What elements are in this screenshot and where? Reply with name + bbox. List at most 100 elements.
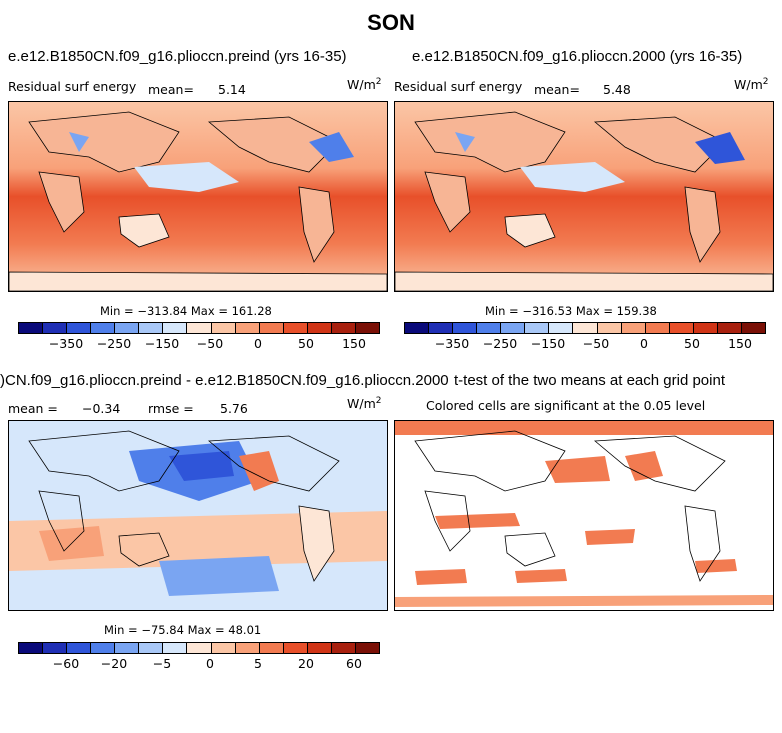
colorbar-swatch <box>163 643 188 653</box>
colorbar-tick-label: −50 <box>582 336 610 351</box>
colorbar-swatch <box>43 643 68 653</box>
panel3-map-graphic <box>9 421 387 610</box>
colorbar-swatch <box>91 323 116 333</box>
colorbar-swatch <box>501 323 526 333</box>
colorbar-swatch <box>115 323 140 333</box>
colorbar-tick-label: 60 <box>346 656 362 671</box>
panel1-map-graphic <box>9 102 387 291</box>
colorbar-tick-label: −5 <box>152 656 172 671</box>
bottom-colorbar <box>18 642 380 654</box>
colorbar-tick-label: 50 <box>298 336 314 351</box>
colorbar-tick-label: 0 <box>640 336 648 351</box>
colorbar-swatch <box>211 323 236 333</box>
colorbar-tick-label: −350 <box>434 336 470 351</box>
top-right-colorbar <box>404 322 766 334</box>
panel3-title: )CN.f09_g16.plioccn.preind - e.e12.B1850… <box>0 372 449 389</box>
bottom-colorbar-labels: −60 −20 −5 0 5 20 60 <box>18 656 378 672</box>
colorbar-tick-label: 5 <box>254 656 262 671</box>
panel4-subtitle: Colored cells are significant at the 0.0… <box>426 398 706 413</box>
colorbar-swatch <box>525 323 550 333</box>
top-left-colorbar <box>18 322 380 334</box>
colorbar-swatch <box>549 323 574 333</box>
colorbar-swatch <box>741 323 765 333</box>
panel1-minmax: Min = −313.84 Max = 161.28 <box>100 304 272 318</box>
colorbar-swatch <box>307 643 332 653</box>
panel4-map-graphic <box>395 421 773 610</box>
top-right-colorbar-labels: −350 −250 −150 −50 0 50 150 <box>404 336 764 352</box>
panel2-minmax: Min = −316.53 Max = 159.38 <box>485 304 657 318</box>
panel1-mean-label: mean= <box>148 82 194 97</box>
panel3-mean-label: mean = <box>8 401 58 416</box>
colorbar-swatch <box>669 323 694 333</box>
colorbar-swatch <box>187 643 212 653</box>
colorbar-tick-label: 0 <box>254 336 262 351</box>
colorbar-tick-label: −250 <box>482 336 518 351</box>
colorbar-swatch <box>139 323 164 333</box>
panel1-title: e.e12.B1850CN.f09_g16.plioccn.preind (yr… <box>8 48 347 65</box>
panel1-map <box>8 101 388 292</box>
colorbar-swatch <box>429 323 454 333</box>
colorbar-swatch <box>477 323 502 333</box>
panel4-map <box>394 420 774 611</box>
colorbar-swatch <box>693 323 718 333</box>
colorbar-swatch <box>187 323 212 333</box>
colorbar-tick-label: −150 <box>530 336 566 351</box>
panel1-field-label: Residual surf energy <box>8 79 137 94</box>
colorbar-swatch <box>283 643 308 653</box>
panel3-map <box>8 420 388 611</box>
colorbar-swatch <box>67 643 92 653</box>
colorbar-swatch <box>573 323 598 333</box>
panel2-title: e.e12.B1850CN.f09_g16.plioccn.2000 (yrs … <box>412 48 743 65</box>
panel2-mean-value: 5.48 <box>603 82 631 97</box>
panel2-mean-label: mean= <box>534 82 580 97</box>
colorbar-tick-label: −50 <box>196 336 224 351</box>
colorbar-swatch <box>139 643 164 653</box>
colorbar-swatch <box>355 643 379 653</box>
colorbar-swatch <box>331 323 356 333</box>
colorbar-swatch <box>331 643 356 653</box>
colorbar-tick-label: 50 <box>684 336 700 351</box>
colorbar-swatch <box>259 323 284 333</box>
colorbar-tick-label: −60 <box>52 656 80 671</box>
panel2-map <box>394 101 774 292</box>
colorbar-swatch <box>43 323 68 333</box>
colorbar-swatch <box>19 643 44 653</box>
colorbar-swatch <box>91 643 116 653</box>
colorbar-tick-label: 150 <box>728 336 752 351</box>
colorbar-swatch <box>717 323 742 333</box>
panel1-unit: W/m2 <box>347 77 382 93</box>
colorbar-swatch <box>163 323 188 333</box>
colorbar-tick-label: −350 <box>48 336 84 351</box>
colorbar-swatch <box>235 643 260 653</box>
panel1-mean-value: 5.14 <box>218 82 246 97</box>
colorbar-swatch <box>115 643 140 653</box>
colorbar-tick-label: 150 <box>342 336 366 351</box>
colorbar-swatch <box>453 323 478 333</box>
colorbar-swatch <box>283 323 308 333</box>
colorbar-tick-label: −150 <box>144 336 180 351</box>
colorbar-swatch <box>19 323 44 333</box>
colorbar-swatch <box>67 323 92 333</box>
colorbar-swatch <box>621 323 646 333</box>
colorbar-swatch <box>355 323 379 333</box>
colorbar-tick-label: 20 <box>298 656 314 671</box>
colorbar-swatch <box>307 323 332 333</box>
panel2-field-label: Residual surf energy <box>394 79 523 94</box>
panel4-title: t-test of the two means at each grid poi… <box>454 372 725 389</box>
panel3-minmax: Min = −75.84 Max = 48.01 <box>104 623 262 637</box>
colorbar-swatch <box>405 323 430 333</box>
top-left-colorbar-labels: −350 −250 −150 −50 0 50 150 <box>18 336 378 352</box>
panel2-map-graphic <box>395 102 773 291</box>
colorbar-swatch <box>597 323 622 333</box>
panel3-mean-value: −0.34 <box>82 401 121 416</box>
colorbar-swatch <box>259 643 284 653</box>
panel2-unit: W/m2 <box>734 77 769 93</box>
panel3-unit: W/m2 <box>347 396 382 412</box>
colorbar-tick-label: 0 <box>206 656 214 671</box>
colorbar-tick-label: −250 <box>96 336 132 351</box>
colorbar-tick-label: −20 <box>100 656 128 671</box>
panel3-rmse-value: 5.76 <box>220 401 248 416</box>
colorbar-swatch <box>235 323 260 333</box>
figure-title: SON <box>367 10 415 35</box>
panel3-rmse-label: rmse = <box>148 401 194 416</box>
